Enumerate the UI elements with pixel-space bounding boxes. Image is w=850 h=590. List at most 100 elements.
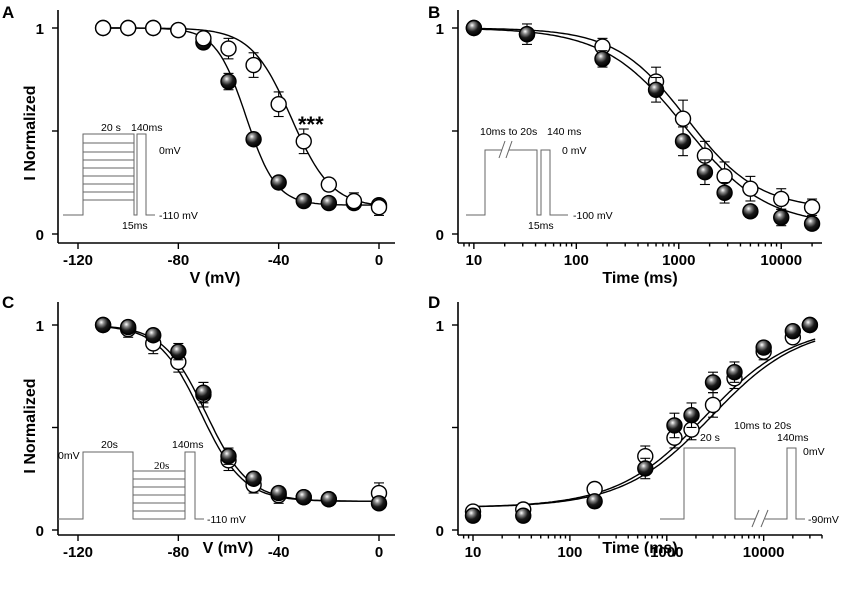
- data-point-filled: [170, 343, 187, 360]
- panel-c-ylabel: I Normalized: [22, 378, 39, 473]
- panel-c-protocol: 0mV 20s 20s 140ms -110 mV: [58, 439, 246, 526]
- panel-c: C I Normalized V (mV) -120 -80 -40 0 0 1 0mV …: [2, 293, 395, 561]
- data-point-filled: [666, 417, 683, 434]
- data-point-open: [245, 56, 262, 74]
- x-tick-label: -120: [63, 252, 93, 269]
- panel-d-protocol-label: 20 s: [700, 432, 720, 444]
- data-point-filled: [320, 194, 338, 212]
- data-point-filled: [295, 192, 312, 210]
- panel-c-fits: [98, 325, 379, 502]
- y-tick-label: 0: [36, 227, 44, 244]
- panel-a: A I Normalized V (mV) -120 -80 -40 001 *** …: [2, 3, 395, 287]
- data-point-open: [320, 176, 338, 193]
- data-point-filled: [637, 460, 654, 477]
- fit-curve-open: [98, 27, 380, 206]
- data-point-filled: [594, 50, 611, 68]
- x-tick-label: 0: [375, 544, 383, 561]
- data-point-filled: [647, 81, 665, 99]
- x-tick-label: 100: [564, 252, 589, 269]
- data-point-open: [716, 168, 733, 185]
- data-point-filled: [716, 184, 733, 202]
- panel-d-xlabel: Time (ms): [602, 540, 677, 557]
- x-tick-label: 1000: [650, 544, 683, 561]
- data-point-open: [742, 180, 759, 197]
- data-point-filled: [515, 507, 532, 524]
- data-point-filled: [704, 374, 722, 391]
- panel-a-protocol-label: 20 s: [101, 122, 121, 134]
- data-point-open: [270, 96, 287, 113]
- x-tick-label: 10: [465, 544, 482, 561]
- y-tick-label: 1: [436, 21, 444, 38]
- data-point-filled: [295, 489, 312, 506]
- panel-a-protocol-label: 140ms: [131, 122, 163, 134]
- x-tick-label: -40: [268, 252, 290, 269]
- panel-b-ticks: 10 100 1000 10000 0 1: [436, 21, 813, 269]
- data-point-filled: [465, 19, 483, 37]
- panel-d-ticks: 10 100 1000 10000 0 1: [436, 318, 823, 561]
- y-tick-label: 1: [436, 318, 444, 335]
- panel-b-protocol-label: -100 mV: [573, 210, 613, 222]
- panel-c-protocol-label: 0mV: [58, 450, 80, 462]
- panel-a-significance: ***: [298, 112, 324, 137]
- data-point-open: [704, 396, 722, 414]
- panel-b-protocol-label: 0 mV: [562, 145, 587, 157]
- data-point-filled: [370, 495, 388, 512]
- data-point-open: [119, 19, 137, 37]
- data-point-filled: [245, 470, 262, 487]
- data-point-filled: [145, 327, 162, 344]
- y-tick-label: 0: [36, 523, 44, 540]
- panel-a-ylabel: I Normalized: [22, 85, 39, 180]
- data-point-filled: [586, 493, 603, 510]
- y-tick-label: 1: [36, 318, 44, 335]
- data-point-filled: [464, 507, 482, 524]
- data-point-open: [370, 199, 388, 216]
- data-point-filled: [726, 363, 743, 381]
- x-tick-label: -80: [167, 252, 189, 269]
- data-point-open: [295, 133, 312, 150]
- data-point-filled: [696, 163, 714, 181]
- panel-d: D Time (ms) 10 100 1000 10000 0 1 20 s 10ms t…: [428, 293, 839, 561]
- panel-b-points: [465, 19, 821, 232]
- fit-curve-filled: [98, 27, 379, 206]
- y-tick-label: 0: [436, 227, 444, 244]
- data-point-filled: [245, 131, 262, 148]
- data-point-open: [345, 192, 363, 210]
- panel-a-protocol-label: 15ms: [122, 220, 148, 232]
- data-point-open: [220, 40, 237, 57]
- panel-c-xlabel: V (mV): [203, 540, 254, 557]
- fit-curve-open: [473, 27, 815, 206]
- panel-b-protocol: 10ms to 20s 140 ms 0 mV 15ms -100 mV: [466, 126, 613, 232]
- data-point-filled: [195, 384, 212, 401]
- panel-d-protocol-label: 140ms: [777, 432, 809, 444]
- panel-d-protocol-label: 0mV: [803, 446, 825, 458]
- panel-a-xlabel: V (mV): [190, 270, 241, 287]
- data-point-open: [803, 199, 821, 216]
- panel-c-protocol-label: -110 mV: [207, 514, 246, 526]
- panel-c-label: C: [2, 293, 14, 312]
- data-point-filled: [803, 215, 821, 232]
- y-tick-label: 1: [36, 21, 44, 38]
- panel-d-protocol-label: 10ms to 20s: [734, 420, 791, 432]
- x-tick-label: 10: [466, 252, 483, 269]
- panel-d-protocol: 20 s 10ms to 20s 140ms 0mV -90mV: [660, 420, 839, 528]
- panel-c-points: [94, 316, 388, 512]
- data-point-open: [94, 19, 112, 37]
- data-point-filled: [801, 316, 819, 334]
- panel-a-ticks: -120 -80 -40 0 0 1: [36, 21, 384, 269]
- panel-a-label: A: [2, 3, 14, 22]
- data-point-filled: [220, 448, 237, 465]
- x-tick-label: -120: [63, 544, 93, 561]
- data-point-filled: [270, 484, 287, 502]
- data-point-filled: [755, 339, 772, 356]
- x-tick-label: 100: [557, 544, 582, 561]
- panel-d-points: [464, 316, 819, 524]
- panel-b-xlabel: Time (ms): [602, 270, 677, 287]
- data-point-filled: [220, 73, 237, 90]
- panel-b-protocol-label: 15ms: [528, 220, 554, 232]
- data-point-open: [195, 30, 212, 47]
- panel-d-protocol-label: -90mV: [808, 514, 839, 526]
- panel-b-protocol-label: 140 ms: [547, 126, 581, 138]
- panel-b-label: B: [428, 3, 440, 22]
- panel-c-protocol-label: 20s: [101, 439, 118, 451]
